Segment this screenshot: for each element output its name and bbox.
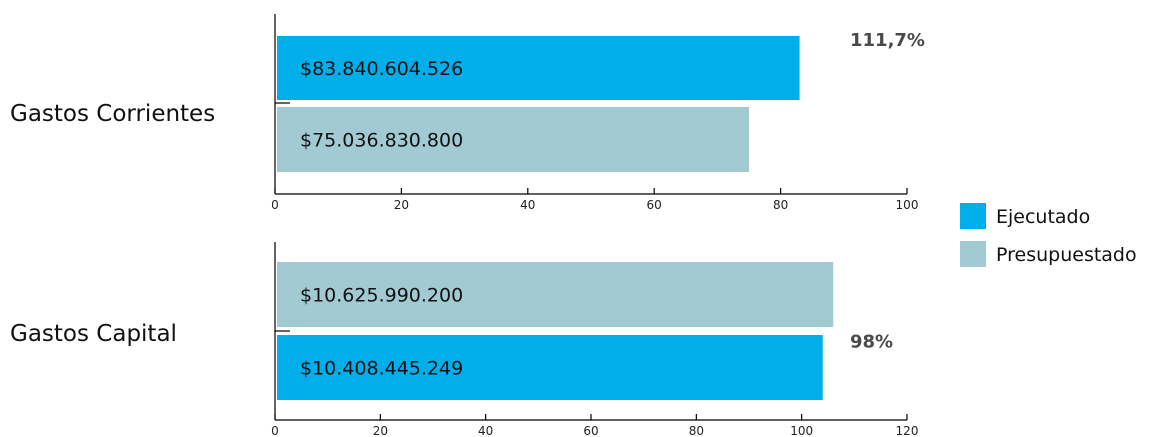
x-tick-label: 40 [520,198,535,212]
x-tick-label: 40 [478,424,493,437]
x-tick-label: 0 [271,424,279,437]
x-tick-label: 80 [689,424,704,437]
x-tick-label: 60 [647,198,662,212]
x-tick-label: 120 [896,424,919,437]
legend-label-ejecutado: Ejecutado [996,206,1090,228]
bar-value-label: $10.625.990.200 [300,285,463,307]
bar-presupuestado [277,107,749,172]
execution-percent-label: 111,7% [850,30,925,51]
x-tick-label: 60 [583,424,598,437]
x-tick-label: 100 [896,198,919,212]
x-tick-label: 20 [394,198,409,212]
category-label-gastos-corrientes: Gastos Corrientes [10,101,215,127]
category-label-gastos-capital: Gastos Capital [10,321,177,347]
legend-swatch-presupuestado [960,241,986,267]
execution-percent-label: 98% [850,332,893,353]
bar-ejecutado [277,36,800,100]
legend-swatch-ejecutado [960,203,986,229]
panel-gastos-capital: Gastos Capital 0 20 40 60 80 100 120 $10.625.990… [10,242,918,437]
bar-value-label: $75.036.830.800 [300,130,463,152]
legend-label-presupuestado: Presupuestado [996,244,1137,266]
bar-value-label: $83.840.604.526 [300,58,463,80]
x-tick-label: 0 [271,198,279,212]
bar-ejecutado [277,335,823,400]
x-tick-label: 100 [790,424,813,437]
x-tick-label: 20 [373,424,388,437]
legend: Ejecutado Presupuestado [960,203,1137,267]
bar-value-label: $10.408.445.249 [300,358,463,380]
panel-gastos-corrientes: Gastos Corrientes 0 20 40 60 80 100 $83.840.604… [10,14,925,212]
x-tick-label: 80 [773,198,788,212]
bar-presupuestado [277,262,834,327]
